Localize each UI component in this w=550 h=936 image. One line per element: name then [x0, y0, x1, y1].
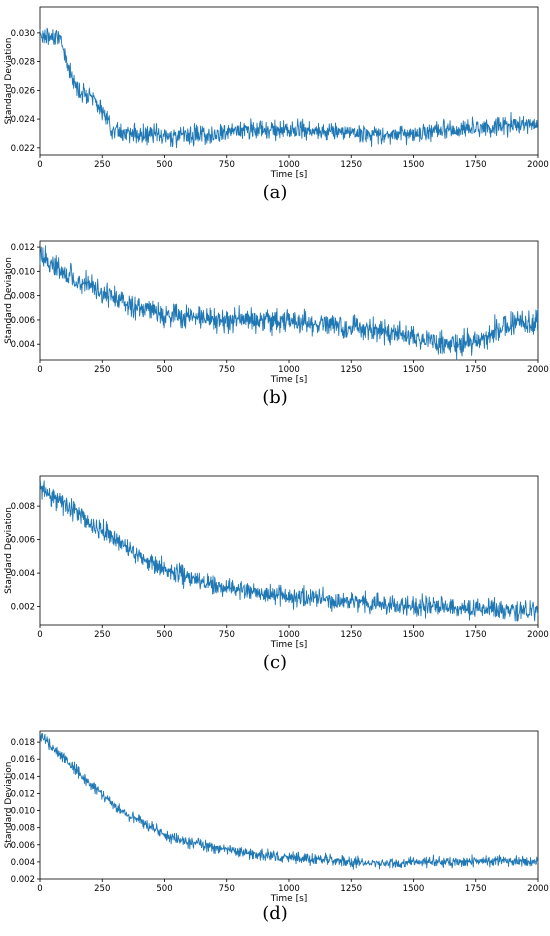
y-tick-label: 0.004	[11, 858, 35, 868]
y-tick-label: 0.026	[11, 86, 35, 96]
series-line	[39, 27, 539, 149]
series-line	[39, 245, 539, 361]
y-tick-label: 0.018	[11, 738, 35, 748]
x-tick-label: 2000	[527, 630, 549, 640]
y-tick-label: 0.010	[11, 807, 35, 817]
x-tick-label: 1500	[403, 365, 425, 375]
x-tick-label: 750	[219, 630, 235, 640]
chart-panel-d: 0 250 500 750 1000 1250 1500 1750 2000 0.002 0.004…	[0, 702, 550, 936]
x-tick-label: 1750	[465, 630, 487, 640]
x-axis-label: Time [s]	[270, 640, 308, 650]
y-tick-label: 0.006	[11, 316, 35, 326]
y-tick-label: 0.014	[11, 772, 35, 782]
chart-panel-c: 0 250 500 750 1000 1250 1500 1750 2000 0.002 0.004…	[0, 468, 550, 702]
panel-label-c: (c)	[262, 652, 288, 673]
y-tick-label: 0.006	[11, 536, 35, 546]
x-tick-label: 1500	[403, 884, 425, 894]
chart-c-svg: 0 250 500 750 1000 1250 1500 1750 2000 0.002 0.004…	[4, 475, 549, 650]
chart-panel-b: 0 250 500 750 1000 1250 1500 1750 2000 0.004 0.006…	[0, 234, 550, 468]
x-tick-label: 1750	[465, 884, 487, 894]
x-tick-label: 250	[94, 884, 110, 894]
x-tick-label: 1000	[278, 884, 300, 894]
y-tick-label: 0.010	[11, 267, 35, 277]
x-tick-label: 0	[37, 884, 42, 894]
x-tick-label: 1500	[403, 630, 425, 640]
x-tick-label: 2000	[527, 160, 549, 170]
y-tick-label: 0.002	[11, 875, 35, 885]
x-tick-label: 750	[219, 365, 235, 375]
chart-a-svg: 0 250 500 750 1000 1250 1500 1750 2000 0.022 0.024…	[4, 6, 549, 180]
y-tick-label: 0.002	[11, 603, 35, 613]
x-axis-label: Time [s]	[270, 894, 308, 902]
series-line	[39, 480, 539, 622]
y-tick-label: 0.028	[11, 58, 35, 68]
x-axis-label: Time [s]	[270, 170, 308, 180]
panel-label-d: (d)	[262, 903, 288, 924]
chart-b-svg: 0 250 500 750 1000 1250 1500 1750 2000 0.004 0.006…	[4, 240, 549, 385]
x-tick-label: 250	[94, 630, 110, 640]
y-tick-label: 0.008	[11, 824, 35, 834]
x-tick-label: 1750	[465, 365, 487, 375]
y-tick-label: 0.006	[11, 841, 35, 851]
y-tick-label: 0.008	[11, 292, 35, 302]
x-tick-label: 1250	[340, 630, 362, 640]
series-line	[39, 733, 539, 870]
x-tick-label: 1500	[403, 160, 425, 170]
x-tick-label: 2000	[527, 365, 549, 375]
y-tick-label: 0.004	[11, 569, 35, 579]
x-tick-label: 250	[94, 365, 110, 375]
x-tick-label: 500	[156, 160, 172, 170]
y-tick-label: 0.030	[11, 29, 35, 39]
x-tick-label: 750	[219, 884, 235, 894]
x-tick-label: 1000	[278, 365, 300, 375]
x-tick-label: 1250	[340, 365, 362, 375]
x-tick-label: 0	[37, 630, 42, 640]
x-tick-label: 1000	[278, 160, 300, 170]
y-axis-label: Standard Deviation	[4, 38, 14, 125]
panel-label-a: (a)	[262, 182, 288, 203]
x-tick-label: 1750	[465, 160, 487, 170]
x-tick-label: 2000	[527, 884, 549, 894]
y-axis-label: Standard Deviation	[4, 762, 14, 849]
y-tick-label: 0.024	[11, 115, 35, 125]
x-tick-label: 0	[37, 365, 42, 375]
y-axis-label: Standard Deviation	[4, 507, 14, 594]
x-tick-label: 250	[94, 160, 110, 170]
y-axis-label: Standard Deviation	[4, 257, 14, 344]
y-tick-label: 0.012	[11, 789, 35, 799]
y-tick-label: 0.004	[11, 340, 35, 350]
x-tick-label: 0	[37, 160, 42, 170]
x-axis-label: Time [s]	[270, 375, 308, 385]
panel-label-b: (b)	[262, 387, 288, 408]
chart-d-svg: 0 250 500 750 1000 1250 1500 1750 2000 0.002 0.004…	[4, 730, 549, 902]
y-tick-label: 0.016	[11, 755, 35, 765]
chart-panel-a: 0 250 500 750 1000 1250 1500 1750 2000 0.022 0.024…	[0, 0, 550, 234]
y-tick-label: 0.008	[11, 502, 35, 512]
y-tick-label: 0.012	[11, 243, 35, 253]
x-tick-label: 1250	[340, 884, 362, 894]
x-tick-label: 500	[156, 365, 172, 375]
y-tick-label: 0.022	[11, 144, 35, 154]
x-tick-label: 1250	[340, 160, 362, 170]
x-tick-label: 500	[156, 884, 172, 894]
x-tick-label: 500	[156, 630, 172, 640]
x-tick-label: 750	[219, 160, 235, 170]
x-tick-label: 1000	[278, 630, 300, 640]
